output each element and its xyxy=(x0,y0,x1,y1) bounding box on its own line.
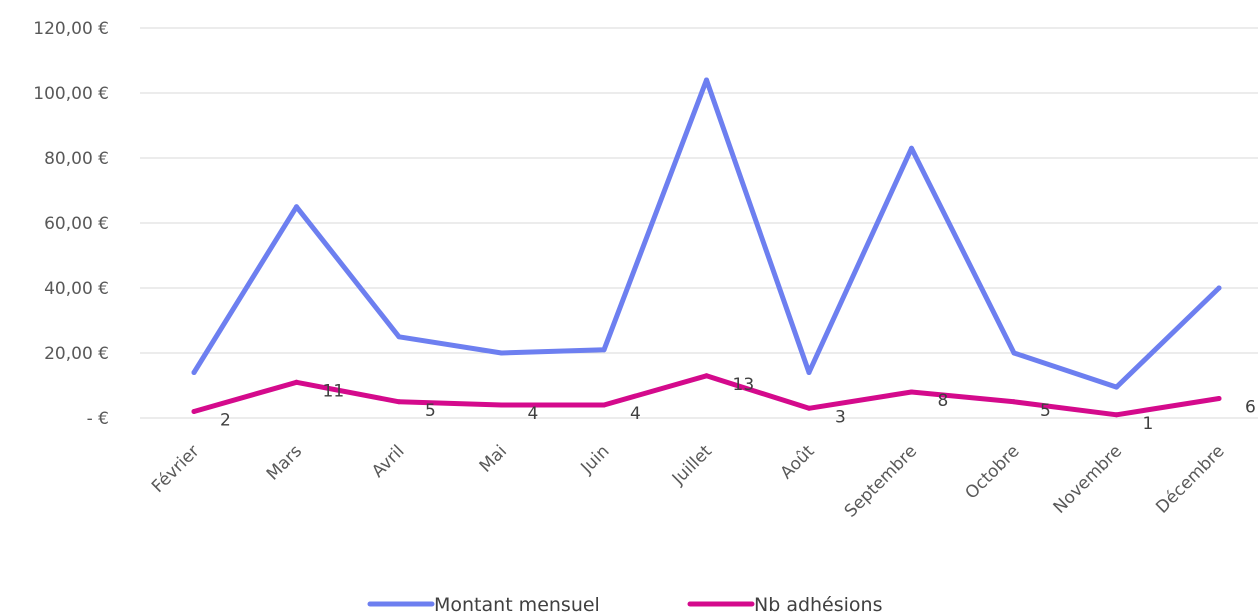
y-tick-label: 80,00 € xyxy=(44,149,109,169)
data-label: 5 xyxy=(1040,401,1051,421)
data-point xyxy=(704,373,709,379)
data-point xyxy=(1011,350,1017,356)
data-point xyxy=(806,405,812,411)
data-point xyxy=(396,334,402,340)
x-tick-label: Mai xyxy=(476,441,511,476)
data-point xyxy=(1114,412,1119,418)
data-point xyxy=(1114,384,1119,390)
y-axis-tick-labels: - € 20,00 € 40,00 € 60,00 € 80,00 € 100,00 € 1… xyxy=(33,19,109,429)
y-tick-label: 120,00 € xyxy=(33,19,109,39)
series-line-2 xyxy=(191,373,1222,418)
data-point xyxy=(1216,285,1222,291)
data-point xyxy=(909,389,914,395)
x-tick-label: Juillet xyxy=(668,441,716,489)
data-point xyxy=(704,77,709,83)
x-tick-label: Novembre xyxy=(1050,441,1126,517)
x-tick-label: Mars xyxy=(263,441,306,484)
data-point xyxy=(601,347,607,353)
legend-label: Montant mensuel xyxy=(434,594,600,616)
y-tick-label: 100,00 € xyxy=(33,84,109,104)
y-tick-label: 20,00 € xyxy=(44,344,109,364)
data-label: 5 xyxy=(425,401,436,421)
data-point xyxy=(294,204,299,210)
series-line-1 xyxy=(191,77,1222,390)
x-tick-label: Août xyxy=(777,441,819,483)
series-lines xyxy=(191,77,1222,418)
y-tick-label: - € xyxy=(87,409,109,429)
data-label: 3 xyxy=(835,407,846,427)
data-point xyxy=(191,370,197,375)
data-label: 8 xyxy=(938,391,949,411)
data-point xyxy=(191,409,197,414)
data-point xyxy=(396,399,402,405)
x-tick-label: Avril xyxy=(368,441,408,481)
data-point xyxy=(294,379,299,385)
data-point xyxy=(1011,399,1017,405)
x-tick-label: Juin xyxy=(577,441,614,478)
x-tick-label: Décembre xyxy=(1152,441,1228,517)
data-point xyxy=(601,402,607,408)
x-tick-label: Octobre xyxy=(962,441,1024,503)
data-point xyxy=(1216,396,1222,401)
data-point xyxy=(806,370,812,375)
data-point xyxy=(909,145,914,151)
x-tick-label: Février xyxy=(148,441,204,497)
data-label: 6 xyxy=(1245,398,1256,418)
data-label: 4 xyxy=(630,404,641,424)
legend: Montant mensuel Nb adhésions xyxy=(367,594,883,616)
data-point xyxy=(499,402,504,408)
x-axis-tick-labels: Février Mars Avril Mai Juin Juillet Août Septem… xyxy=(148,441,1229,522)
legend-label: Nb adhésions xyxy=(754,594,883,616)
data-point xyxy=(499,350,504,356)
data-label: 4 xyxy=(528,404,539,424)
data-label: 2 xyxy=(220,411,231,431)
data-label: 13 xyxy=(733,375,755,395)
data-label: 1 xyxy=(1143,414,1154,434)
data-label: 11 xyxy=(323,381,345,401)
data-labels: 2 11 5 4 4 13 3 8 5 1 6 xyxy=(220,375,1256,434)
y-tick-label: 60,00 € xyxy=(44,214,109,234)
x-tick-label: Septembre xyxy=(841,441,921,521)
y-tick-label: 40,00 € xyxy=(44,279,109,299)
